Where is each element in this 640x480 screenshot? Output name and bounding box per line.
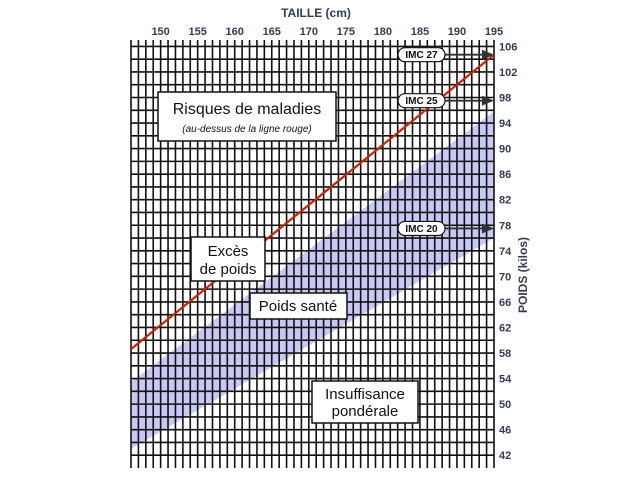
marker-pill bbox=[397, 47, 446, 63]
under-line1: Insuffisance bbox=[325, 386, 405, 403]
marker-arrowhead bbox=[482, 95, 494, 106]
y-tick-label: 66 bbox=[499, 297, 511, 309]
x-tick-label: 150 bbox=[151, 26, 169, 38]
marker-arrowhead bbox=[482, 49, 494, 60]
y-tick-label: 90 bbox=[499, 144, 511, 156]
healthy-weight-band-layer bbox=[131, 111, 494, 449]
y-tick-label: 42 bbox=[499, 450, 511, 462]
marker-pill bbox=[397, 93, 446, 109]
risk-annotation: Risques de maladies (au-dessus de la lig… bbox=[157, 91, 337, 142]
x-tick-label: 190 bbox=[448, 26, 466, 38]
marker-pill bbox=[397, 220, 446, 237]
x-tick-label: 195 bbox=[485, 26, 503, 38]
marker-label: IMC 20 bbox=[405, 224, 438, 235]
y-tick-label: 50 bbox=[499, 399, 511, 411]
healthy-weight-annotation: Poids santé bbox=[249, 292, 348, 320]
y-tick-label: 62 bbox=[499, 322, 511, 334]
y-axis-title: POIDS (kilos) bbox=[516, 237, 530, 313]
y-tick-label: 106 bbox=[499, 41, 517, 53]
excess-line2: de poids bbox=[200, 261, 257, 278]
x-tick-label: 155 bbox=[188, 26, 206, 38]
bmi-marker: IMC 20 bbox=[397, 220, 494, 237]
y-tick-label: 58 bbox=[499, 348, 511, 360]
y-tick-label: 82 bbox=[499, 195, 511, 207]
y-tick-label: 102 bbox=[499, 67, 517, 79]
healthy-label: Poids santé bbox=[259, 298, 337, 315]
excess-weight-annotation: Excès de poids bbox=[190, 236, 266, 282]
under-line2: pondérale bbox=[332, 403, 399, 420]
risk-title: Risques de maladies bbox=[173, 101, 322, 118]
bmi-marker: IMC 25 bbox=[397, 93, 494, 109]
x-tick-label: 170 bbox=[300, 26, 318, 38]
x-tick-label: 180 bbox=[374, 26, 392, 38]
x-tick-label: 185 bbox=[411, 26, 429, 38]
underweight-annotation: Insuffisance pondérale bbox=[311, 380, 419, 424]
bmi-markers: IMC 27 IMC 25 IMC 20 bbox=[397, 47, 494, 237]
y-tick-label: 46 bbox=[499, 425, 511, 437]
x-tick-label: 160 bbox=[226, 26, 244, 38]
y-tick-label: 98 bbox=[499, 92, 511, 104]
marker-label: IMC 27 bbox=[405, 50, 438, 61]
bmi-marker: IMC 27 bbox=[397, 47, 494, 63]
x-tick-label: 175 bbox=[337, 26, 355, 38]
y-tick-label: 54 bbox=[499, 374, 512, 386]
x-axis-title: TAILLE (cm) bbox=[281, 6, 351, 20]
x-tick-label: 165 bbox=[263, 26, 281, 38]
y-tick-labels: 42 46 50 54 58 62 66 70 74 78 82 86 90 94 98 102 106 bbox=[499, 41, 517, 462]
marker-arrowhead bbox=[482, 223, 494, 234]
excess-line1: Excès bbox=[208, 243, 249, 260]
risk-subtitle: (au-dessus de la ligne rouge) bbox=[182, 124, 312, 135]
healthy-weight-band bbox=[131, 111, 494, 449]
x-tick-labels: 150 155 160 165 170 175 180 185 190 195 bbox=[151, 26, 503, 38]
y-tick-label: 70 bbox=[499, 271, 511, 283]
y-tick-label: 94 bbox=[499, 118, 512, 130]
marker-label: IMC 25 bbox=[405, 96, 438, 107]
y-tick-label: 74 bbox=[499, 246, 512, 258]
y-tick-label: 86 bbox=[499, 169, 511, 181]
y-tick-label: 78 bbox=[499, 220, 511, 232]
